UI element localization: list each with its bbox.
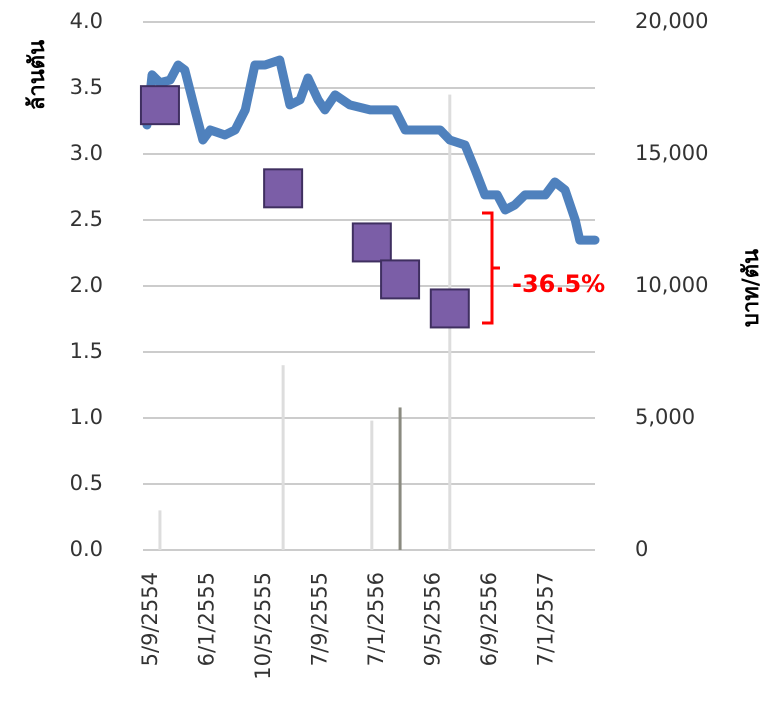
y2-tick-label: 5,000 <box>635 405 695 429</box>
y-tick-label: 4.0 <box>70 9 103 33</box>
y-tick-label: 3.5 <box>70 75 103 99</box>
y2-tick-label: 10,000 <box>635 273 708 297</box>
y2-tick-label: 0 <box>635 537 648 561</box>
y2-tick-label: 15,000 <box>635 141 708 165</box>
annotation: -36.5% <box>512 270 605 298</box>
bar <box>370 420 374 550</box>
bracket <box>482 211 500 325</box>
bar <box>281 365 285 550</box>
y2-axis-title: บาท/ตัน <box>739 249 764 327</box>
y-tick-label: 1.0 <box>70 405 103 429</box>
x-tick-label: 6/1/2555 <box>195 572 219 666</box>
square-marker <box>139 85 180 126</box>
x-tick-label: 5/9/2554 <box>138 572 162 666</box>
square-marker <box>429 288 470 329</box>
x-tick-label: 6/9/2556 <box>477 572 501 666</box>
y-axis-title: ล้านตัน <box>25 40 50 110</box>
x-tick-label: 7/1/2557 <box>534 572 558 666</box>
x-tick-label: 9/5/2556 <box>421 572 445 666</box>
bar <box>158 510 162 550</box>
x-tick-label: 7/1/2556 <box>364 572 388 666</box>
x-tick-label: 7/9/2555 <box>308 572 332 666</box>
y2-tick-label: 20,000 <box>635 9 708 33</box>
y-tick-label: 0.0 <box>70 537 103 561</box>
square-marker <box>351 222 392 263</box>
y-tick-label: 2.0 <box>70 273 103 297</box>
y-tick-label: 0.5 <box>70 471 103 495</box>
square-marker <box>380 259 421 300</box>
y-tick-label: 3.0 <box>70 141 103 165</box>
x-tick-label: 10/5/2555 <box>251 572 275 680</box>
y-tick-label: 2.5 <box>70 207 103 231</box>
y-tick-label: 1.5 <box>70 339 103 363</box>
bar <box>398 407 402 550</box>
square-marker <box>263 168 304 209</box>
price-line <box>142 55 600 245</box>
